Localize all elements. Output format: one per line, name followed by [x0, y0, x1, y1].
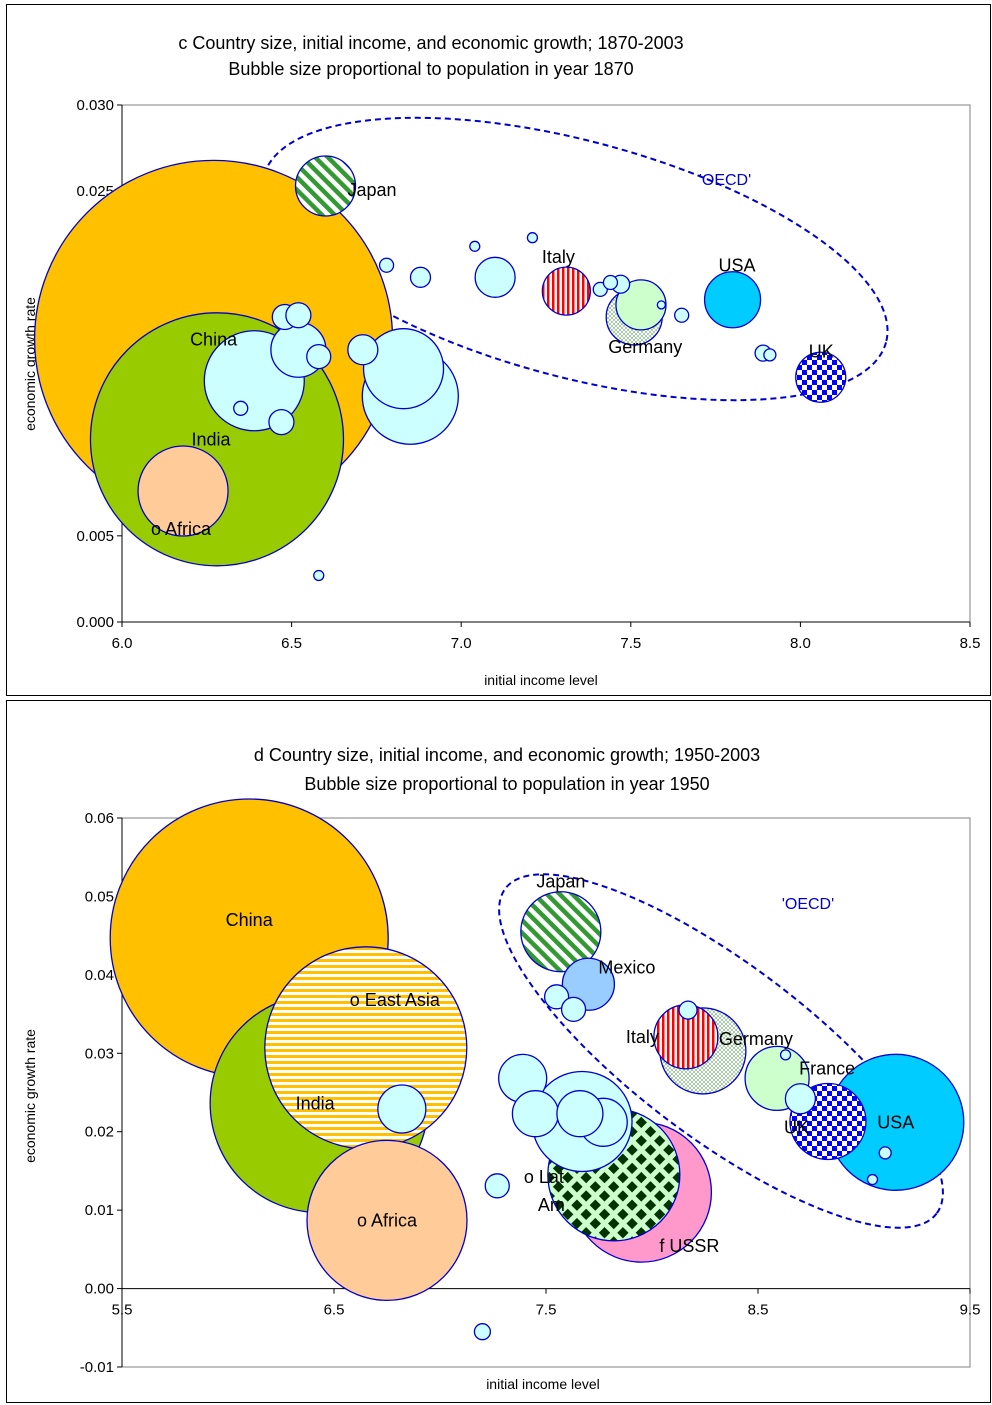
bubble-point	[268, 408, 295, 436]
bubble-label-france: France	[799, 1058, 855, 1078]
bubble-point	[473, 1323, 492, 1341]
y-tick-label: 0.005	[76, 528, 114, 545]
x-axis-label: initial income level	[486, 1376, 600, 1392]
y-tick-label: 0.030	[76, 97, 114, 114]
bubble-point	[543, 984, 570, 1010]
bubble-japan	[294, 155, 357, 217]
oecd-ellipse	[498, 873, 944, 1229]
y-tick-label: 0.03	[85, 1045, 114, 1062]
x-tick-label: 8.0	[790, 635, 811, 652]
bubble-point	[678, 1000, 698, 1020]
y-tick-label: 0.025	[76, 183, 114, 200]
bubble-label-uk: UK	[784, 1118, 809, 1138]
bubble-label-uk: UK	[809, 341, 834, 361]
bubble-point	[377, 1084, 427, 1134]
chart-title: d Country size, initial income, and econ…	[254, 745, 760, 765]
bubble-label-germany: Germany	[608, 337, 682, 357]
bubble-label-india: India	[296, 1093, 336, 1113]
x-tick-label: 9.5	[960, 1302, 981, 1319]
chart-subtitle: Bubble size proportional to population i…	[304, 774, 709, 794]
bubble-point	[526, 232, 539, 244]
bubble-label-o-east-asia: o East Asia	[350, 990, 441, 1010]
bubble-label-f-ussr: f USSR	[659, 1236, 719, 1256]
bubble-point	[866, 1173, 879, 1186]
bubble-chart-1870: c Country size, initial income, and econ…	[22, 33, 981, 688]
bubble-point	[602, 274, 619, 291]
bubble-point	[784, 1083, 817, 1115]
bubble-point	[556, 1090, 604, 1138]
x-tick-label: 6.0	[112, 635, 133, 652]
bubble-o-africa	[137, 445, 229, 537]
bubble-point	[763, 348, 777, 362]
bubble-point	[362, 328, 445, 410]
y-tick-label: 0.00	[85, 1281, 114, 1298]
bubble-label-china: China	[190, 329, 238, 349]
bubble-label-o-africa: o Africa	[357, 1210, 418, 1230]
x-tick-label: 6.5	[324, 1302, 345, 1319]
bubble-o-east-asia	[264, 946, 468, 1150]
bubble-chart-1950: d Country size, initial income, and econ…	[22, 745, 981, 1392]
y-axis-label: economic growth rate	[22, 297, 38, 431]
x-tick-label: 8.5	[748, 1302, 769, 1319]
x-axis-label: initial income level	[484, 672, 598, 688]
bubble-label-o-africa: o Africa	[151, 519, 212, 539]
chart-title: c Country size, initial income, and econ…	[178, 33, 683, 53]
bubble-label-usa: USA	[719, 256, 756, 276]
x-tick-label: 8.5	[960, 635, 981, 652]
x-tick-label: 7.5	[536, 1302, 557, 1319]
bubble-uk	[795, 351, 847, 403]
bubble-point	[484, 1173, 510, 1199]
bubble-label-germany: Germany	[719, 1029, 793, 1049]
bubble-usa	[703, 271, 762, 329]
bubble-label-china: China	[226, 910, 274, 930]
bubble-label-mexico: Mexico	[598, 957, 655, 977]
bubble-point	[409, 266, 432, 288]
bubble-point	[347, 334, 379, 366]
bubble-point	[285, 302, 312, 329]
bubble-point	[656, 300, 666, 310]
chart-panel-1870: c Country size, initial income, and econ…	[6, 4, 991, 696]
bubble-label-italy: Italy	[542, 247, 575, 267]
bubble-o-africa	[306, 1139, 468, 1301]
bubble-japan	[520, 891, 602, 973]
chart-panel-1950: d Country size, initial income, and econ…	[6, 700, 991, 1403]
y-tick-label: 0.01	[85, 1202, 114, 1219]
bubble-point	[878, 1146, 892, 1160]
y-tick-label: 0.02	[85, 1124, 114, 1141]
bubble-point	[560, 996, 587, 1023]
x-tick-label: 7.5	[620, 635, 641, 652]
bubble-point	[779, 1049, 792, 1061]
bubble-point	[233, 400, 249, 416]
bubble-label-italy: Italy	[626, 1027, 659, 1047]
bubble-label-usa: USA	[877, 1112, 914, 1132]
bubble-point	[378, 257, 395, 273]
oecd-group-label: 'OECD'	[782, 896, 834, 913]
bubble-italy	[541, 266, 592, 316]
bubble-point	[313, 569, 325, 582]
bubble-label-india: India	[191, 429, 231, 449]
x-tick-label: 5.5	[112, 1302, 133, 1319]
y-tick-label: 0.05	[85, 888, 114, 905]
bubble-point	[306, 343, 332, 370]
bubble-point	[511, 1090, 560, 1138]
y-tick-label: 0.06	[85, 810, 114, 827]
bubble-point	[474, 256, 516, 298]
bubble-label-o-lat-am: o Lat Am	[524, 1167, 565, 1215]
x-tick-label: 7.0	[451, 635, 472, 652]
y-axis-label: economic growth rate	[22, 1029, 38, 1163]
bubble-point	[674, 307, 690, 323]
chart-subtitle: Bubble size proportional to population i…	[228, 59, 633, 79]
bubble-label-japan: Japan	[536, 872, 585, 892]
bubble-label-japan: Japan	[348, 180, 397, 200]
y-tick-label: -0.01	[80, 1359, 114, 1376]
y-tick-label: 0.000	[76, 614, 114, 631]
x-tick-label: 6.5	[281, 635, 302, 652]
bubble-point	[469, 240, 481, 252]
oecd-group-label: 'OECD'	[699, 172, 751, 189]
y-tick-label: 0.04	[85, 967, 114, 984]
